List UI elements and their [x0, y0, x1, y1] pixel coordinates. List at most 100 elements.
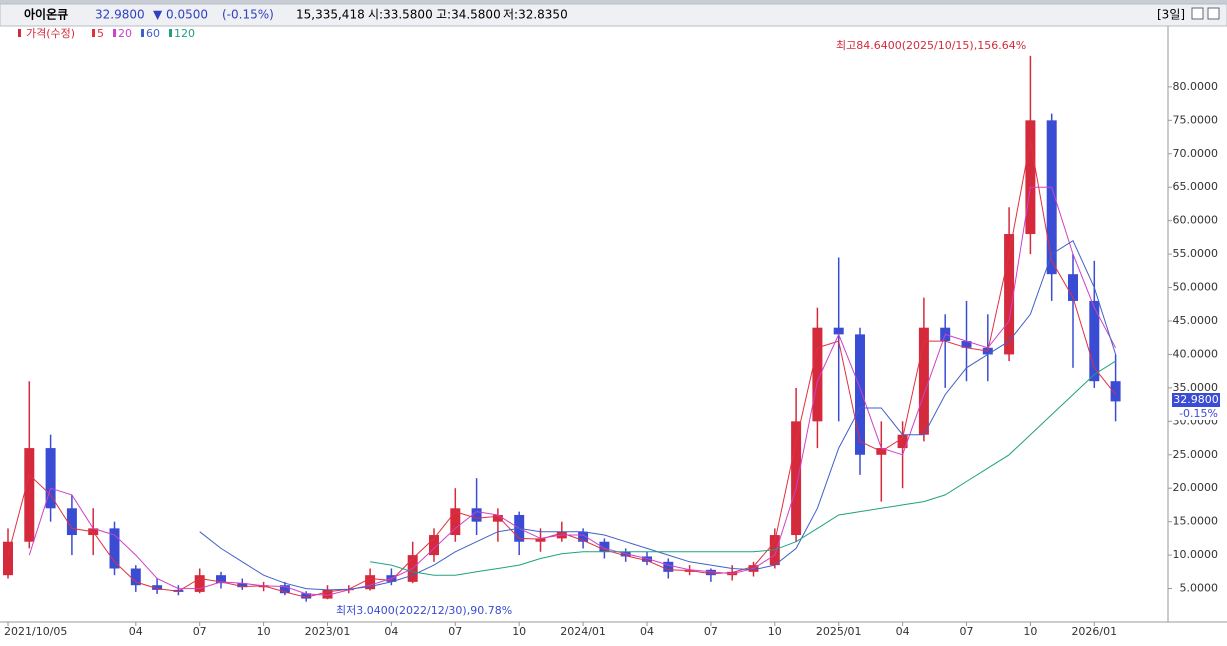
high: 고:34.5800: [436, 8, 501, 22]
candle-body: [194, 575, 205, 592]
low: 저:32.8350: [503, 8, 568, 22]
candle-body: [812, 327, 823, 422]
change-pct: (-0.15%): [222, 8, 274, 22]
last-pct: -0.15%: [1179, 407, 1218, 420]
x-tick-label: 07: [193, 625, 207, 638]
candle-body: [1025, 120, 1036, 235]
x-tick-label: 2021/10/05: [4, 625, 67, 638]
ma-line: [7, 140, 1116, 598]
candle-body: [855, 334, 865, 455]
close-button[interactable]: [1207, 7, 1220, 20]
y-tick-label: 25.0000: [1173, 448, 1219, 461]
annotation-low: 최저3.0400(2022/12/30),90.78%: [336, 604, 512, 617]
x-tick-label: 10: [768, 625, 782, 638]
y-tick-label: 40.0000: [1173, 347, 1219, 360]
candle-body: [599, 541, 610, 552]
candle-body: [1110, 381, 1121, 402]
candle-body: [216, 575, 226, 584]
candle-body: [833, 327, 844, 335]
legend-swatch: [141, 29, 144, 37]
x-tick-label: 07: [704, 625, 718, 638]
y-tick-label: 80.0000: [1173, 80, 1219, 93]
x-tick-label: 04: [129, 625, 143, 638]
candle-body: [791, 421, 802, 536]
candle-body: [152, 585, 163, 590]
ma-line: [28, 186, 1117, 596]
candle-body: [109, 528, 120, 569]
candle-body: [642, 556, 652, 562]
legend: 5 20 60 120: [92, 27, 195, 40]
period: [3일]: [1157, 8, 1185, 22]
candle-body: [66, 508, 77, 536]
header-bar: [0, 3, 1227, 27]
legend-swatch: [169, 29, 172, 37]
x-tick-label: 07: [960, 625, 974, 638]
candle-body: [237, 583, 248, 588]
candle-body: [130, 568, 141, 586]
tab-strip: [0, 0, 1227, 4]
legend-label: 20: [118, 27, 132, 40]
candle-body: [578, 531, 589, 542]
x-tick-label: 2026/01: [1071, 625, 1117, 638]
candle-body: [1068, 274, 1078, 301]
x-tick-label: 10: [1023, 625, 1037, 638]
legend-price: 가격(수정): [26, 27, 75, 40]
legend-swatch: [113, 29, 116, 37]
candle-body: [301, 593, 312, 599]
change: ▼ 0.0500: [153, 8, 208, 22]
price: 32.9800: [95, 8, 145, 22]
x-tick-label: 04: [384, 625, 398, 638]
legend-swatch: [18, 29, 21, 37]
y-tick-label: 45.0000: [1173, 314, 1219, 327]
y-tick-label: 65.0000: [1173, 180, 1219, 193]
y-tick-label: 70.0000: [1173, 147, 1219, 160]
y-tick-label: 10.0000: [1173, 548, 1219, 561]
y-tick-label: 15.0000: [1173, 515, 1219, 528]
last-price-box: [1172, 393, 1220, 407]
candle-body: [429, 535, 439, 556]
restore-button[interactable]: [1191, 7, 1204, 20]
x-tick-label: 2023/01: [305, 625, 351, 638]
volume: 15,335,418: [296, 8, 365, 22]
candle-body: [897, 434, 908, 449]
y-tick-label: 60.0000: [1173, 214, 1219, 227]
y-tick-label: 55.0000: [1173, 247, 1219, 260]
candle-body: [663, 561, 674, 572]
candle-body: [1004, 234, 1015, 355]
ticker: 아이온큐: [24, 7, 68, 22]
candle-body: [322, 589, 333, 599]
candle-body: [492, 514, 503, 522]
legend-swatch: [92, 29, 95, 37]
x-tick-label: 10: [512, 625, 526, 638]
legend-label: 5: [97, 27, 104, 40]
candle-body: [279, 585, 290, 594]
candle-body: [961, 341, 972, 348]
ma-line: [370, 360, 1116, 576]
x-tick-label: 2025/01: [816, 625, 862, 638]
candle-body: [365, 575, 376, 590]
candle-body: [535, 538, 546, 542]
candle-body: [1046, 120, 1057, 275]
x-tick-label: 10: [257, 625, 271, 638]
open: 시:33.5800: [368, 8, 433, 22]
y-tick-label: 35.0000: [1173, 381, 1219, 394]
x-tick-label: 07: [448, 625, 462, 638]
x-tick-label: 04: [640, 625, 654, 638]
candle-body: [450, 508, 461, 536]
candle-body: [45, 448, 56, 509]
x-tick-label: 2024/01: [560, 625, 606, 638]
annotation-high: 최고84.6400(2025/10/15),156.64%: [836, 39, 1026, 52]
candle-body: [1089, 300, 1100, 382]
candle-body: [24, 448, 35, 542]
candle-body: [705, 569, 716, 576]
candle-body: [3, 541, 13, 576]
legend-label: 60: [146, 27, 160, 40]
x-tick-label: 04: [896, 625, 910, 638]
y-tick-label: 50.0000: [1173, 281, 1219, 294]
y-tick-label: 5.0000: [1180, 582, 1219, 595]
y-tick-label: 75.0000: [1173, 113, 1219, 126]
last-pct-box: [1172, 407, 1220, 420]
